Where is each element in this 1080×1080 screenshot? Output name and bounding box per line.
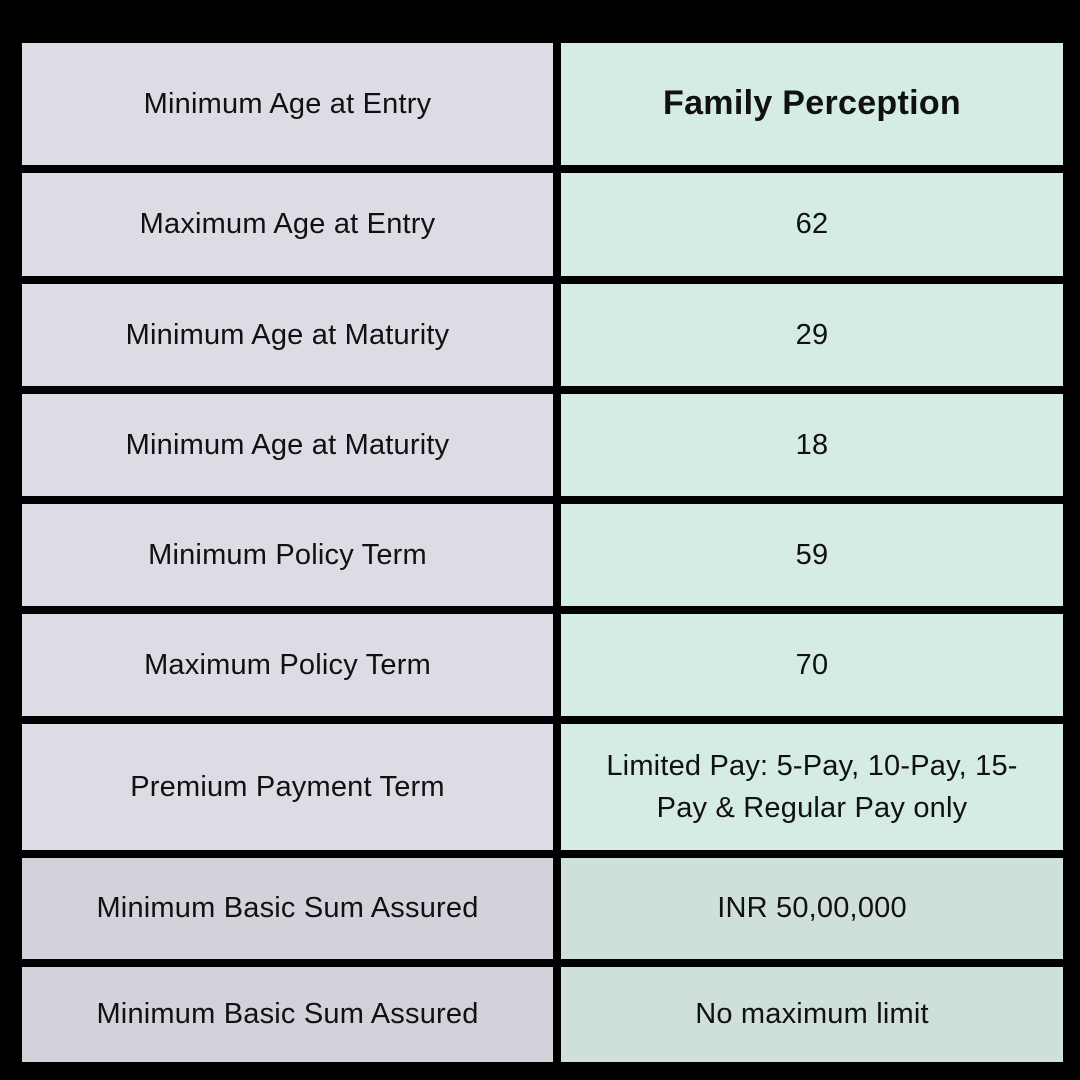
value-cell: 59: [561, 504, 1063, 606]
value-cell: No maximum limit: [561, 967, 1063, 1062]
value-cell: 70: [561, 614, 1063, 716]
value-cell: INR 50,00,000: [561, 858, 1063, 959]
value-cell: 29: [561, 284, 1063, 386]
feature-cell: Maximum Age at Entry: [22, 173, 553, 276]
feature-cell: Premium Payment Term: [22, 724, 553, 850]
value-cell: 18: [561, 394, 1063, 496]
plan-features-table: Minimum Age at Entry Family Perception M…: [22, 43, 1063, 1062]
feature-cell: Maximum Policy Term: [22, 614, 553, 716]
feature-cell: Minimum Age at Entry: [22, 43, 553, 165]
feature-cell: Minimum Basic Sum Assured: [22, 967, 553, 1062]
value-cell: Family Perception: [561, 43, 1063, 165]
feature-cell: Minimum Age at Maturity: [22, 394, 553, 496]
value-cell: Limited Pay: 5-Pay, 10-Pay, 15-Pay & Reg…: [561, 724, 1063, 850]
feature-cell: Minimum Age at Maturity: [22, 284, 553, 386]
feature-cell: Minimum Policy Term: [22, 504, 553, 606]
feature-cell: Minimum Basic Sum Assured: [22, 858, 553, 959]
value-cell: 62: [561, 173, 1063, 276]
